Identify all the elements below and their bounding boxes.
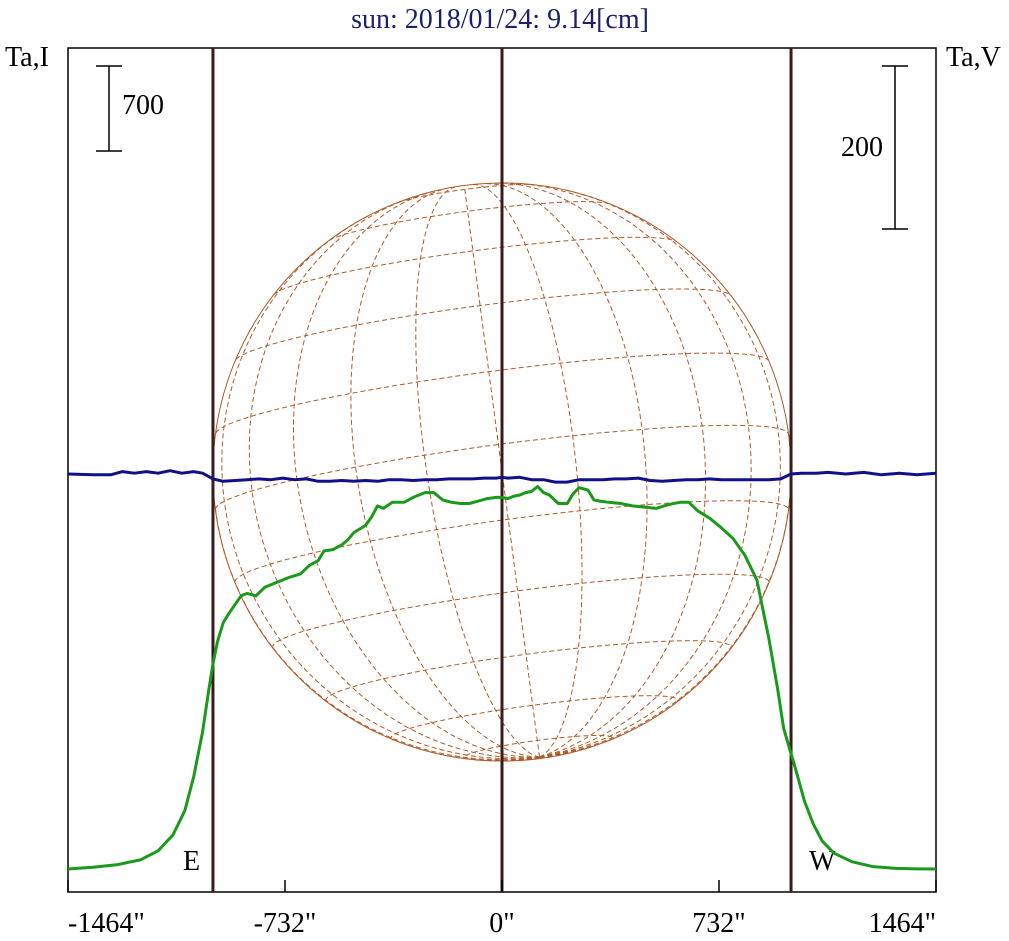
latitude-line (325, 640, 732, 702)
latitude-line (328, 201, 610, 242)
latitude-line (272, 573, 770, 649)
longitude-line (539, 434, 792, 758)
stokes-i-line (67, 485, 937, 871)
longitude-line (471, 184, 583, 758)
longitude-line (248, 196, 540, 759)
scale-bar-label: 200 (841, 132, 883, 163)
solar-disk-grid (212, 182, 792, 762)
chart-title: sun: 2018/01/24: 9.14[cm] (351, 4, 649, 35)
longitude-line (539, 189, 781, 758)
stokes-v-line (67, 469, 937, 484)
x-tick-label: 0" (489, 908, 514, 939)
latitude-line (273, 236, 677, 296)
limb-label: E (183, 846, 200, 877)
longitude-line (415, 186, 540, 758)
right-axis-label: Ta,V (946, 42, 1001, 73)
longitude-line (516, 182, 752, 758)
latitude-line (390, 695, 679, 741)
longitude-line (539, 733, 624, 758)
x-tick-label: 1464" (869, 908, 936, 939)
latitude-line (234, 500, 789, 583)
x-axis-ticks: -1464" -732" 0" 732" 1464" (67, 880, 937, 939)
longitude-line (350, 189, 540, 758)
x-tick-label: 732" (692, 908, 745, 939)
longitude-line (221, 215, 540, 760)
longitude-line (293, 190, 540, 758)
longitude-line (452, 756, 540, 762)
x-tick-label: -1464" (68, 908, 145, 939)
longitude-line (539, 756, 544, 759)
longitude-line (486, 183, 648, 758)
latitude-line (235, 288, 730, 360)
longitude-line (496, 182, 706, 758)
scale-bar-label: 700 (122, 90, 164, 121)
longitude-line (214, 509, 540, 761)
data-series (67, 469, 937, 871)
left-axis-label: Ta,I (5, 42, 49, 73)
longitude-line (463, 185, 541, 758)
x-tick-label: -732" (254, 908, 317, 939)
latitude-line (214, 424, 790, 510)
scale-bars: 700 200 (96, 65, 908, 230)
